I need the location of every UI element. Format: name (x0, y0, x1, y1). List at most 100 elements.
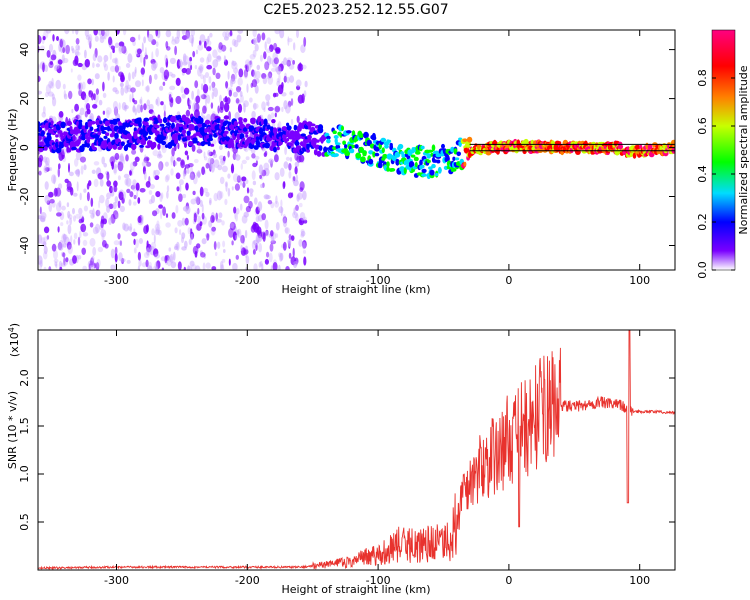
noise-speckle (77, 74, 82, 81)
noise-speckle (117, 175, 121, 181)
noise-speckle (177, 220, 183, 227)
ridge-cell (66, 120, 72, 126)
noise-speckle (114, 42, 120, 49)
spectrogram-y-axis-title: Frequency (Hz) (6, 109, 19, 192)
noise-speckle (56, 212, 62, 217)
ridge-cell (452, 156, 456, 161)
ridge-cell (434, 173, 439, 177)
x-tick-label: 100 (629, 274, 650, 287)
noise-speckle (299, 181, 305, 191)
noise-speckle (79, 107, 85, 116)
noise-speckle (266, 37, 272, 45)
ridge-cell (360, 156, 366, 163)
ridge-cell (140, 141, 146, 145)
noise-speckle (169, 253, 174, 264)
noise-speckle (264, 41, 267, 51)
ridge-cell (63, 142, 69, 148)
noise-speckle (265, 94, 271, 102)
noise-speckle (80, 165, 84, 175)
ridge-cell (119, 122, 123, 127)
noise-speckle (44, 181, 49, 190)
noise-speckle (158, 150, 162, 157)
noise-speckle (59, 266, 63, 270)
noise-speckle (132, 161, 138, 167)
noise-speckle (103, 63, 109, 71)
noise-speckle (228, 111, 232, 121)
ridge-cell (116, 118, 121, 122)
noise-speckle (294, 152, 299, 161)
ridge-cell (186, 130, 191, 136)
noise-speckle (252, 162, 258, 168)
noise-speckle (292, 211, 298, 219)
noise-speckle (278, 121, 282, 129)
noise-speckle (66, 220, 69, 225)
noise-speckle (235, 154, 241, 161)
ridge-cell (334, 142, 341, 146)
noise-speckle (295, 79, 302, 88)
noise-speckle (162, 206, 167, 216)
noise-speckle (153, 234, 156, 244)
noise-speckle (241, 215, 248, 224)
noise-speckle (184, 164, 191, 169)
noise-speckle (130, 87, 136, 93)
ridge-cell (143, 117, 150, 122)
noise-speckle (281, 82, 284, 90)
x-tick-label: -100 (366, 274, 391, 287)
noise-speckle (154, 223, 161, 232)
noise-speckle (52, 96, 57, 107)
ridge-cell (286, 138, 290, 142)
noise-speckle (58, 200, 62, 208)
noise-speckle (126, 188, 131, 194)
noise-speckle (94, 93, 99, 103)
noise-speckle (264, 61, 270, 71)
noise-speckle (192, 245, 199, 255)
noise-speckle (110, 248, 115, 259)
ridge-cell (454, 157, 460, 161)
noise-speckle (113, 240, 120, 246)
spectrogram-x-ticks: -300 -200 -100 0 100 (104, 30, 650, 287)
noise-speckle (298, 217, 305, 226)
noise-speckle (154, 229, 160, 236)
ridge-cell (451, 168, 457, 172)
noise-speckle (82, 232, 89, 237)
ridge-cell (223, 115, 230, 120)
ridge-cell (431, 144, 436, 152)
ridge-cell (388, 139, 392, 143)
noise-speckle (158, 162, 162, 171)
noise-speckle (81, 81, 86, 90)
noise-speckle (53, 175, 56, 185)
noise-speckle (112, 210, 119, 220)
noise-speckle (181, 93, 186, 99)
noise-speckle (125, 177, 132, 187)
snr-x-axis-title: Height of straight line (km) (281, 583, 430, 596)
noise-speckle (296, 115, 300, 123)
noise-speckle (112, 202, 117, 210)
noise-speckle (141, 160, 148, 168)
ridge-cell (368, 158, 374, 165)
noise-speckle (227, 70, 230, 80)
noise-speckle (278, 206, 284, 214)
noise-speckle (90, 257, 95, 268)
noise-speckle (190, 65, 193, 70)
noise-speckle (270, 265, 273, 270)
noise-speckle (205, 40, 212, 46)
noise-speckle (48, 191, 54, 198)
noise-speckle (252, 180, 257, 186)
noise-speckle (261, 32, 266, 41)
noise-speckle (251, 153, 256, 159)
ridge-cell (264, 123, 268, 127)
noise-speckle (261, 213, 267, 221)
ridge-cell (238, 117, 243, 122)
noise-speckle (275, 233, 279, 238)
ridge-cell (358, 133, 365, 139)
noise-speckle (180, 160, 184, 166)
ridge-cell (114, 132, 119, 140)
noise-speckle (38, 35, 42, 45)
noise-speckle (127, 53, 133, 64)
ridge-cell (120, 141, 125, 147)
noise-speckle (163, 69, 170, 80)
noise-speckle (108, 36, 113, 46)
noise-speckle (112, 100, 119, 110)
noise-speckle (258, 242, 262, 253)
noise-speckle (177, 142, 180, 150)
